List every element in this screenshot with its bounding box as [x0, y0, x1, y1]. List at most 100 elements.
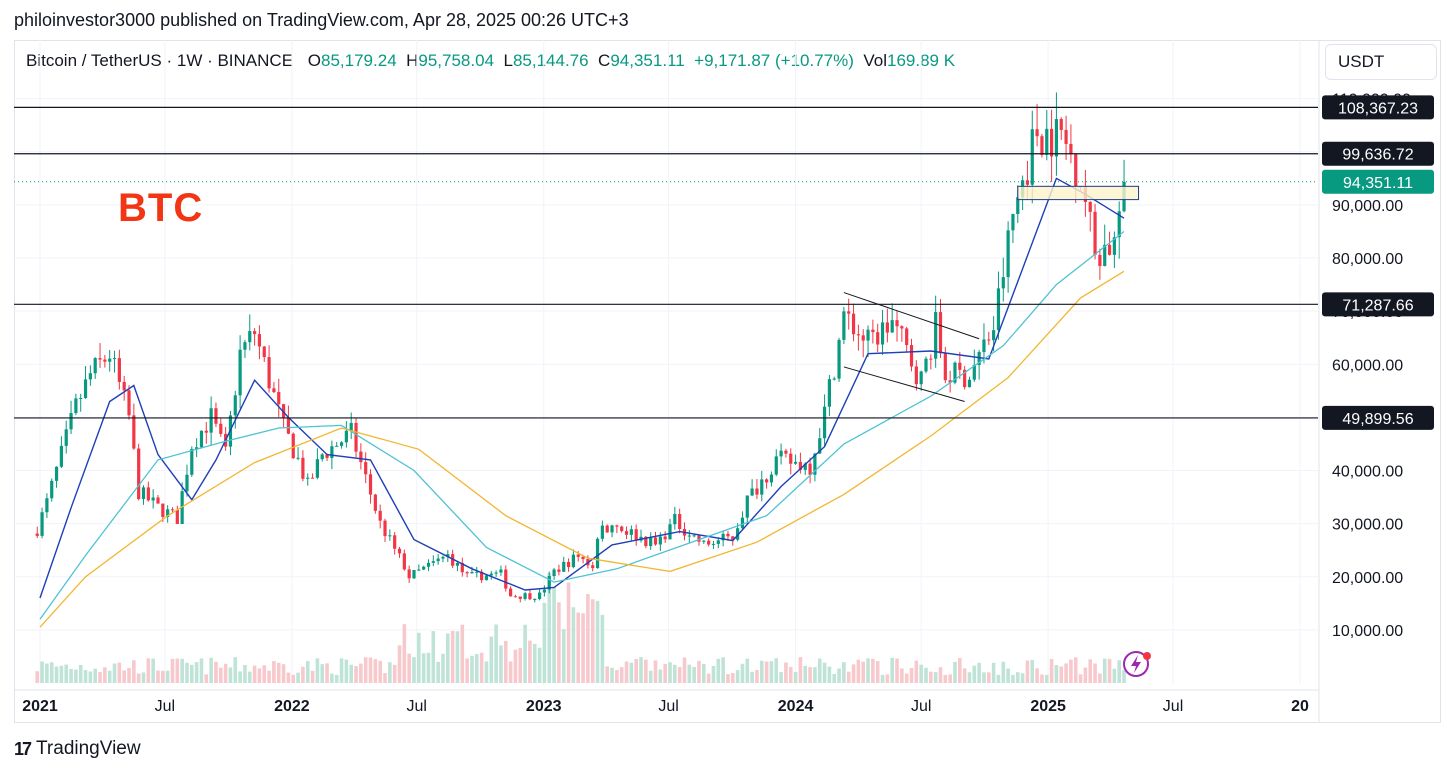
candle-body: [953, 362, 957, 383]
volume-bar: [1088, 659, 1093, 683]
volume-bar: [83, 670, 88, 683]
level-price-label: 108,367.23: [1338, 100, 1418, 117]
candle-body: [108, 358, 112, 362]
candle-body: [571, 554, 575, 568]
x-tick-label: 2024: [778, 698, 814, 715]
volume-bar: [730, 672, 735, 683]
candle-body: [958, 362, 962, 370]
volume-bar: [267, 670, 271, 683]
candle-body: [320, 454, 324, 460]
volume-bar: [484, 661, 489, 683]
candle-body: [822, 406, 827, 439]
candle-body: [1069, 143, 1073, 155]
candle-body: [325, 454, 329, 458]
candle-body: [624, 531, 629, 535]
candle-body: [629, 529, 633, 535]
volume-bar: [1015, 672, 1020, 683]
volume-bar: [1001, 661, 1006, 683]
candle-body: [112, 358, 117, 360]
candle-body: [827, 379, 831, 407]
candle-body: [195, 447, 199, 449]
candle-body: [219, 423, 223, 434]
volume-bar: [373, 659, 378, 683]
candle-body: [301, 457, 305, 479]
candle-body: [653, 537, 658, 545]
symbol-title[interactable]: Bitcoin / TetherUS · 1W · BINANCE: [26, 51, 294, 70]
candle-body: [373, 494, 377, 511]
volume-bar: [122, 670, 126, 683]
candle-body: [426, 562, 431, 567]
candle-body: [344, 430, 348, 443]
volume-bar: [953, 661, 957, 683]
volume-bar: [291, 674, 296, 683]
candle-body: [151, 497, 155, 501]
volume-bar: [1054, 665, 1059, 683]
volume-bar: [929, 671, 933, 683]
chart-frame: [14, 40, 1441, 723]
candle-body: [721, 533, 725, 541]
volume-bar: [397, 645, 402, 683]
candle-body: [856, 334, 860, 336]
candle-body: [769, 474, 774, 483]
volume-bar: [339, 658, 344, 683]
volume-bar: [653, 660, 658, 683]
candle-body: [45, 498, 49, 513]
candle-body: [1025, 180, 1030, 185]
volume-bar: [943, 674, 948, 683]
candle-body: [335, 445, 339, 447]
y-tick-label: 80,000.00: [1332, 251, 1403, 268]
candle-body: [620, 526, 624, 532]
volume-bar: [716, 658, 721, 683]
volume-bar: [610, 667, 614, 683]
volume-bar: [842, 662, 846, 683]
candle-body: [765, 479, 769, 483]
candle-body: [122, 381, 126, 391]
volume-bar: [890, 657, 894, 683]
volume-bar: [199, 658, 204, 683]
candle-body: [890, 320, 894, 333]
volume-bar: [909, 667, 914, 683]
tradingview-footer[interactable]: 17 TradingView: [14, 738, 141, 760]
candle-body: [199, 430, 204, 448]
candle-body: [296, 457, 300, 459]
candle-body: [185, 474, 189, 492]
candle-body: [692, 535, 696, 537]
volume-bar: [218, 667, 223, 683]
volume-bar: [788, 666, 793, 683]
volume-bar: [156, 670, 160, 683]
candle-body: [615, 525, 619, 527]
change-value: +9,171.87 (+10.77%): [694, 51, 854, 70]
low-value: 85,144.76: [512, 51, 589, 70]
candle-body: [1093, 211, 1097, 255]
volume-bar: [808, 667, 812, 683]
volume-bar: [875, 661, 880, 683]
volume-bar: [1112, 668, 1117, 683]
candle-body: [943, 353, 947, 381]
volume-bar: [552, 587, 556, 683]
candle-body: [257, 334, 262, 347]
volume-bar: [441, 653, 445, 683]
volume-bar: [958, 658, 962, 683]
volume-bar: [673, 664, 677, 683]
x-tick-label: 2022: [274, 698, 310, 715]
x-tick-label: 2025: [1030, 698, 1066, 715]
volume-bar: [35, 671, 40, 683]
volume-bar: [629, 662, 634, 683]
volume-bar: [750, 671, 754, 683]
candle-body: [576, 554, 580, 557]
volume-bar: [595, 600, 600, 683]
currency-selector[interactable]: USDT: [1325, 44, 1437, 80]
volume-bar: [759, 660, 764, 683]
volume-bar: [1064, 663, 1068, 683]
candle-body: [518, 596, 522, 599]
candle-body: [871, 329, 875, 333]
volume-bar: [368, 657, 373, 683]
volume-bar: [132, 660, 136, 683]
candle-body: [919, 371, 923, 385]
volume-bar: [320, 664, 325, 683]
volume-bar: [107, 670, 112, 683]
candle-body: [909, 345, 914, 367]
candle-body: [591, 565, 595, 569]
volume-bar: [450, 630, 455, 683]
